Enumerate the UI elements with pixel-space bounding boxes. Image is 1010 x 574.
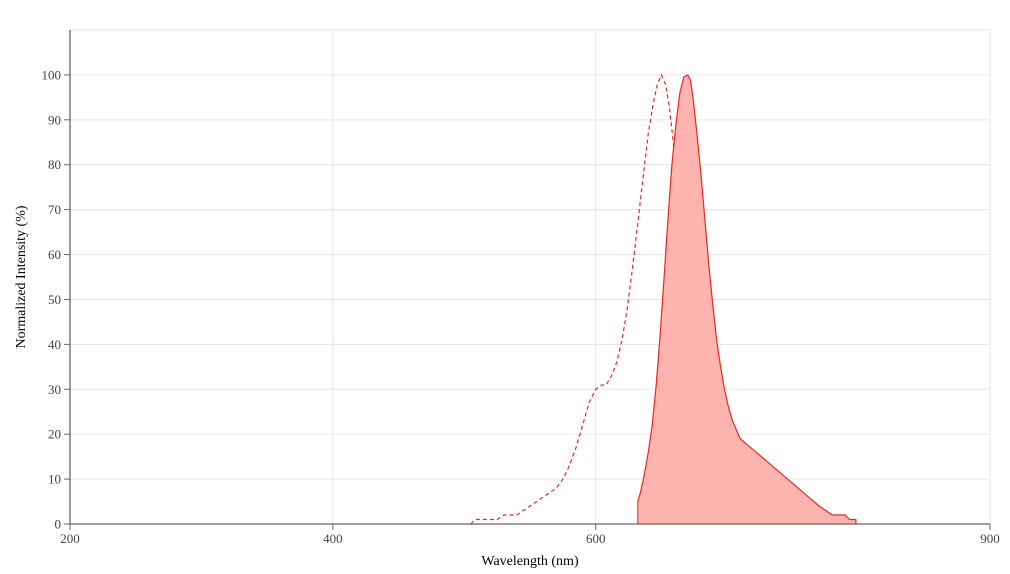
grid-layer (70, 29, 991, 524)
y-tick-label: 70 (48, 202, 61, 217)
x-tick-label: 200 (60, 531, 80, 546)
y-tick-label: 100 (42, 67, 62, 82)
x-tick-label: 400 (323, 531, 343, 546)
series-layer (470, 73, 857, 525)
y-tick-label: 30 (48, 382, 61, 397)
x-axis-title: Wavelength (nm) (481, 554, 579, 569)
emission-area (637, 74, 856, 525)
y-tick-label: 90 (48, 112, 61, 127)
emission-line (637, 74, 857, 524)
x-tick-label: 600 (586, 531, 606, 546)
tick-layer: 0 10 20 30 40 50 60 70 80 90 100 200 400 600 900 (42, 67, 1000, 546)
x-tick-label: 900 (980, 531, 1000, 546)
y-tick-label: 60 (48, 247, 61, 262)
y-tick-label: 0 (55, 517, 62, 532)
axis-layer (69, 30, 990, 525)
y-tick-label: 10 (48, 472, 61, 487)
y-tick-label: 20 (48, 427, 61, 442)
y-axis-title: Normalized Intensity (%) (14, 205, 29, 348)
y-tick-label: 40 (48, 337, 61, 352)
y-tick-label: 50 (48, 292, 61, 307)
y-tick-label: 80 (48, 157, 61, 172)
